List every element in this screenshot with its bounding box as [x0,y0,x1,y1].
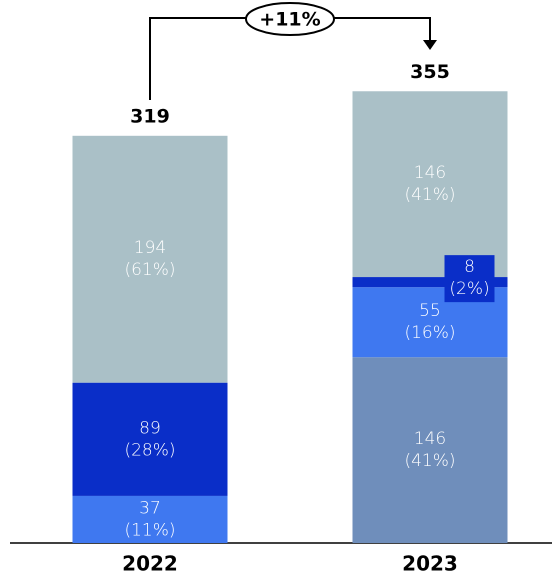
x-tick-label: 2022 [122,552,178,576]
bar-segment [352,357,508,543]
share-label: (41%) [404,185,455,205]
share-label: (41%) [404,451,455,471]
share-label: (11%) [124,520,175,540]
label-box [444,255,495,303]
value-label: 194 [134,238,166,258]
value-label: 146 [414,429,446,449]
share-label: (61%) [124,260,175,280]
bar-segment [352,91,508,278]
share-label: (28%) [124,440,175,460]
value-label: 55 [419,301,441,321]
value-label: 146 [414,163,446,183]
total-label: 319 [130,105,170,127]
x-tick-label: 2023 [402,552,458,576]
share-label: (2%) [449,279,489,299]
annotation-bubble [245,2,335,36]
bar-segment [72,382,228,496]
value-label: 37 [139,498,161,518]
bar-segment [72,135,228,383]
total-label: 355 [410,61,450,83]
share-label: (16%) [404,323,455,343]
arrow-head [423,40,437,50]
bracket [149,17,431,100]
bar-segment [72,495,228,543]
bar-segment [352,277,508,288]
annotation: +11% [259,9,320,31]
value-label: 89 [139,418,161,438]
value-label: 8 [464,257,475,277]
